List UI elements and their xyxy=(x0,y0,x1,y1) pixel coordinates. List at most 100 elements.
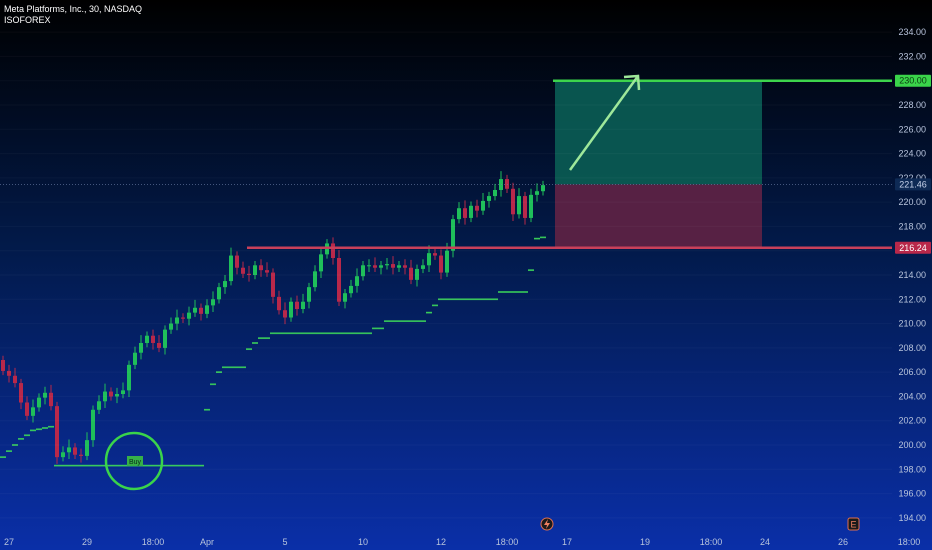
trailing-stop-dot xyxy=(416,320,418,323)
trailing-stop-dot xyxy=(366,332,368,335)
trailing-stop-dot xyxy=(282,332,284,335)
y-tick-label: 234.00 xyxy=(898,27,926,37)
candle-body xyxy=(13,375,17,384)
trailing-stop-dot xyxy=(334,332,336,335)
trailing-stop-dot xyxy=(336,332,338,335)
candle-body xyxy=(313,271,317,288)
trailing-stop-dot xyxy=(384,320,386,323)
trailing-stop-dot xyxy=(270,332,272,335)
trailing-stop-dot xyxy=(80,464,82,467)
trailing-stop-dot xyxy=(210,383,212,386)
trailing-stop-dot xyxy=(344,332,346,335)
candle-body xyxy=(217,287,221,300)
trailing-stop-dot xyxy=(98,464,100,467)
support-badge-label: 216.24 xyxy=(899,243,927,253)
trailing-stop-dot xyxy=(482,298,484,301)
candle-body xyxy=(163,329,167,348)
candle-body xyxy=(109,391,113,397)
trailing-stop-dot xyxy=(6,450,8,453)
trailing-stop-dot xyxy=(352,332,354,335)
trailing-stop-dot xyxy=(228,366,230,369)
trailing-stop-dot xyxy=(454,298,456,301)
candle-body xyxy=(145,335,149,343)
trailing-stop-dot xyxy=(248,348,250,351)
trailing-stop-dot xyxy=(390,320,392,323)
trailing-stop-dot xyxy=(532,269,534,272)
candle-body xyxy=(385,264,389,266)
candle-body xyxy=(319,254,323,272)
y-tick-label: 200.00 xyxy=(898,440,926,450)
trailing-stop-dot xyxy=(540,236,542,239)
trailing-stop-dot xyxy=(392,320,394,323)
candle-body xyxy=(205,305,209,314)
trailing-stop-dot xyxy=(536,237,538,240)
trailing-stop-dot xyxy=(406,320,408,323)
trailing-stop-dot xyxy=(218,371,220,374)
trailing-stop-dot xyxy=(342,332,344,335)
trailing-stop-dot xyxy=(464,298,466,301)
x-tick-label: 18:00 xyxy=(496,537,519,547)
trailing-stop-dot xyxy=(170,464,172,467)
candle-body xyxy=(25,402,29,416)
x-tick-label: 12 xyxy=(436,537,446,547)
trailing-stop-dot xyxy=(236,366,238,369)
trailing-stop-dot xyxy=(166,464,168,467)
candle-body xyxy=(181,317,185,319)
trailing-stop-dot xyxy=(394,320,396,323)
candle-body xyxy=(505,179,509,189)
trailing-stop-dot xyxy=(304,332,306,335)
trailing-stop-dot xyxy=(512,291,514,293)
trailing-stop-dot xyxy=(412,320,414,323)
candle-body xyxy=(295,301,299,309)
trailing-stop-dot xyxy=(370,332,372,335)
trailing-stop-dot xyxy=(490,298,492,301)
x-tick-label: 18:00 xyxy=(142,537,165,547)
trailing-stop-dot xyxy=(20,437,22,440)
trailing-stop-dot xyxy=(262,337,264,340)
trailing-stop-dot xyxy=(272,332,274,335)
trailing-stop-dot xyxy=(440,298,442,301)
trailing-stop-dot xyxy=(432,304,434,307)
trailing-stop-dot xyxy=(222,366,224,369)
candle-body xyxy=(103,391,107,402)
trailing-stop-dot xyxy=(328,332,330,335)
candle-body xyxy=(199,307,203,314)
trailing-stop-dot xyxy=(254,342,256,344)
candle-body xyxy=(121,390,125,394)
trailing-stop-dot xyxy=(288,332,290,335)
candle-body xyxy=(475,205,479,211)
y-tick-label: 220.00 xyxy=(898,197,926,207)
candle-body xyxy=(67,447,71,453)
candle-body xyxy=(457,208,461,220)
trailing-stop-dot xyxy=(506,291,508,293)
trailing-stop-dot xyxy=(10,450,12,453)
candle-body xyxy=(73,447,77,455)
candle-body xyxy=(139,343,143,353)
candle-body xyxy=(487,196,491,201)
trailing-stop-dot xyxy=(430,311,432,314)
y-tick-label: 194.00 xyxy=(898,513,926,523)
trailing-stop-dot xyxy=(434,304,436,307)
candle-body xyxy=(511,188,515,215)
candle-body xyxy=(241,267,245,274)
trailing-stop-dot xyxy=(478,298,480,301)
trailing-stop-dot xyxy=(118,464,120,467)
trailing-stop-dot xyxy=(318,332,320,335)
trailing-stop-dot xyxy=(260,337,262,340)
y-tick-label: 210.00 xyxy=(898,319,926,329)
trailing-stop-dot xyxy=(486,298,488,301)
trailing-stop-dot xyxy=(208,408,210,411)
candle-body xyxy=(235,255,239,268)
y-tick-label: 228.00 xyxy=(898,100,926,110)
trailing-stop-dot xyxy=(212,383,214,386)
x-tick-label: 10 xyxy=(358,537,368,547)
loss-zone xyxy=(555,184,762,248)
target-badge-label: 230.00 xyxy=(899,76,927,86)
candle-body xyxy=(55,406,59,458)
candle-body xyxy=(373,265,377,268)
trailing-stop-dot xyxy=(68,464,70,467)
trailing-stop-dot xyxy=(168,464,170,467)
trailing-stop-dot xyxy=(34,429,36,432)
